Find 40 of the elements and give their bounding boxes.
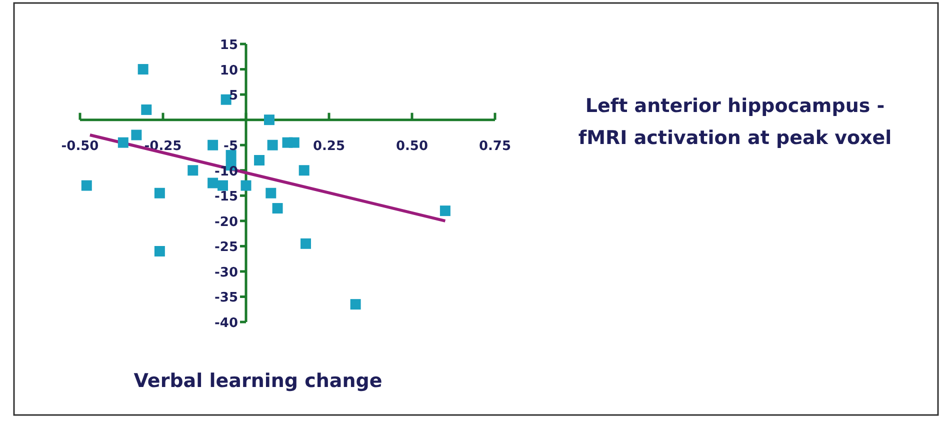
point (220, 94, 232, 105)
y-axis-title: Left anterior hippocampus - fMRI activation at peak voxel (578, 95, 892, 149)
point (240, 180, 252, 191)
y-tick-label: -40 (214, 316, 238, 331)
y-tick-label: 5 (228, 88, 238, 104)
point (131, 130, 142, 140)
point (350, 299, 361, 310)
point (141, 104, 152, 115)
y-tick-label: -15 (214, 190, 238, 205)
y-tick-label: -20 (214, 214, 238, 230)
point (188, 165, 198, 176)
point (218, 180, 228, 191)
x-axis-title: Verbal learning change (134, 370, 382, 392)
point (300, 238, 312, 249)
y-tick-label: -10 (214, 164, 238, 180)
point (254, 155, 265, 166)
x-tick-label: 0.50 (396, 138, 428, 154)
x-tick-label: 0.25 (312, 138, 346, 154)
y-tick-label: -25 (214, 240, 238, 256)
point (138, 64, 148, 75)
point (440, 206, 450, 216)
point (118, 137, 128, 148)
point (264, 114, 274, 126)
x-tick-label: 0.75 (478, 138, 512, 154)
x-tick-label: -0.25 (144, 138, 182, 154)
point (272, 203, 283, 214)
point (288, 137, 300, 148)
point (298, 165, 310, 176)
y-tick-label: 10 (220, 63, 238, 78)
point (154, 188, 165, 198)
point (267, 140, 278, 150)
y-tick-label: -30 (214, 265, 238, 280)
point (81, 180, 92, 191)
y-tick-label: -35 (214, 290, 238, 306)
point (154, 246, 165, 256)
y-tick-label: 15 (220, 38, 238, 53)
point (266, 188, 276, 198)
x-tick-label: -0.50 (61, 138, 99, 154)
point (208, 178, 218, 188)
point (208, 140, 218, 150)
